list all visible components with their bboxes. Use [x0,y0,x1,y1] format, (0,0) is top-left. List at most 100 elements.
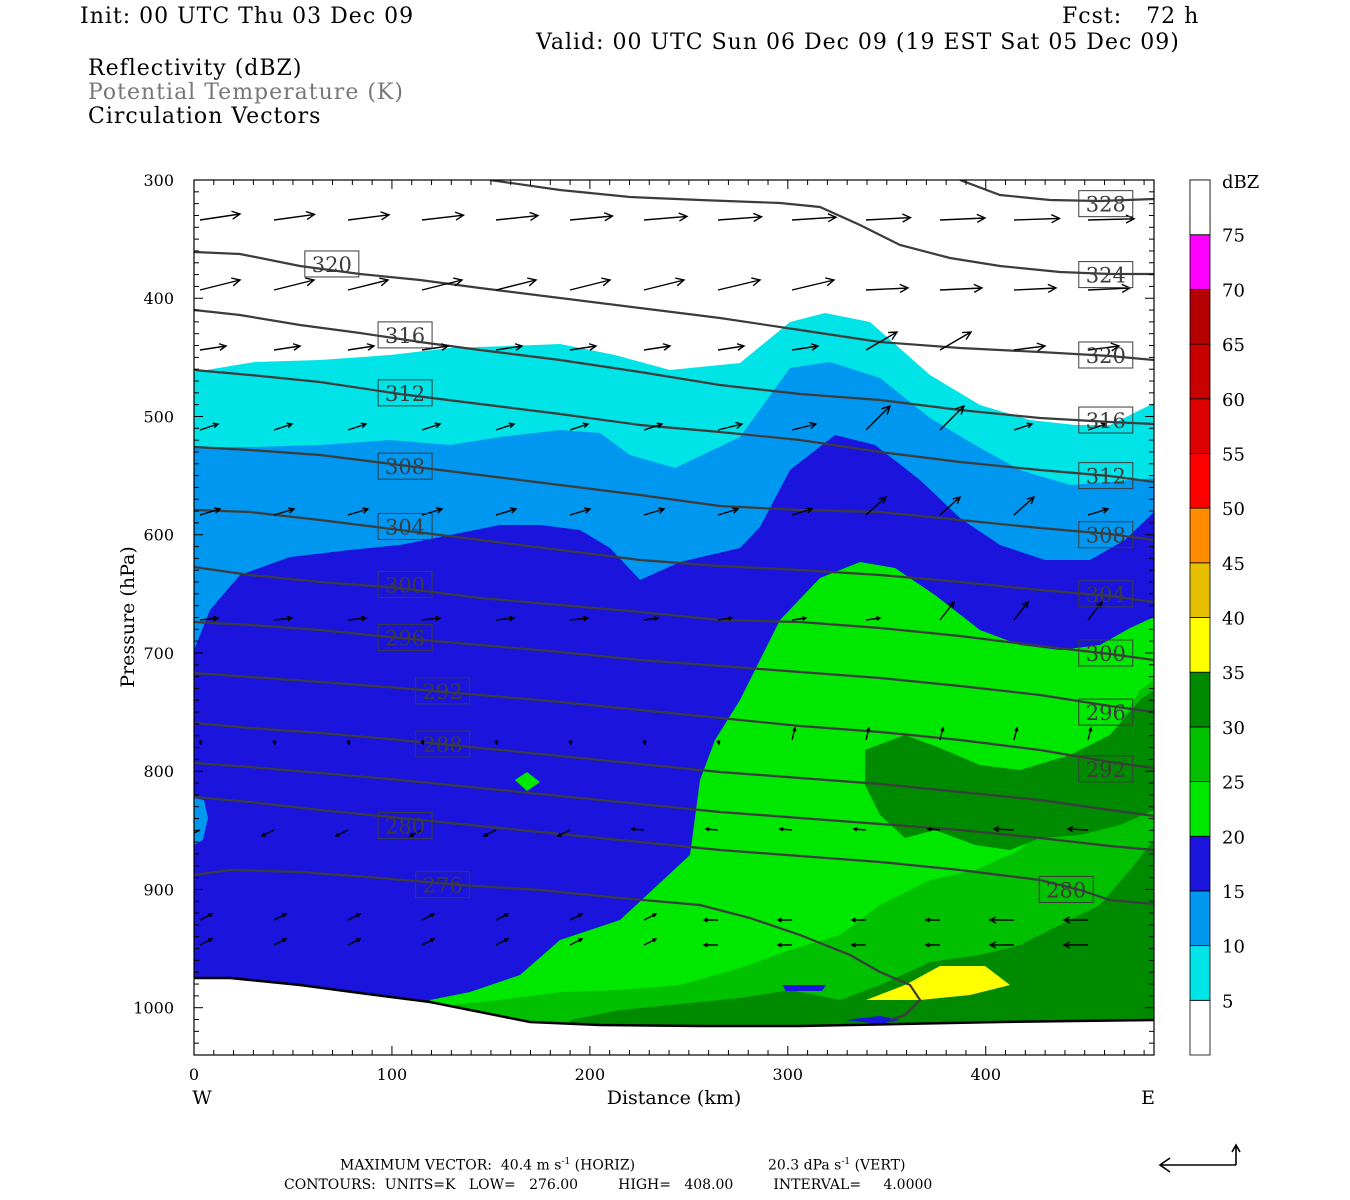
svg-text:288: 288 [423,733,463,757]
circulation-vector [569,507,592,516]
circulation-vector [865,404,892,431]
field-potential-temperature: Potential Temperature (K) [88,80,404,105]
contour-284 [194,761,1154,852]
circulation-vector [569,913,584,921]
svg-text:300: 300 [385,573,425,597]
circulation-vector [852,827,867,832]
circulation-vectors [194,210,1136,949]
circulation-vector [1013,600,1029,621]
x-tick-label: 0 [189,1065,199,1084]
circulation-vector [717,507,740,516]
colorbar-label: 50 [1222,499,1245,520]
contour-304 [194,508,1154,604]
contour-label: 300 [377,570,433,598]
reflectivity-15-patch-low [782,985,826,991]
contour-label: 312 [377,379,433,407]
circulation-vector [347,938,362,946]
circulation-vector [569,938,584,946]
circulation-vector [791,343,820,351]
contour-label: 308 [1078,521,1134,549]
svg-text:304: 304 [385,515,425,539]
circulation-vector [273,615,294,622]
circulation-vector [421,938,436,946]
circulation-vector [273,913,288,921]
reflectivity-25-region [450,680,1154,1040]
circulation-vector [199,615,220,622]
circulation-vector [260,829,275,837]
colorbar-title: dBZ [1222,172,1259,193]
circulation-vector [988,941,1014,949]
colorbar-label: 15 [1222,882,1245,903]
contour-296 [194,620,1154,714]
colorbar-swatch [1189,453,1211,509]
colorbar-swatch [1189,288,1211,345]
contours-info: CONTOURS: UNITS=K LOW= 276.00 HIGH= 408.… [284,1177,933,1193]
circulation-vector [556,829,571,837]
circulation-vector [495,913,510,921]
circulation-vector [421,211,466,221]
circulation-vector [1013,214,1062,224]
svg-text:312: 312 [385,382,425,406]
contour-300 [194,565,1154,662]
reflectivity-35-patch [866,966,1010,1000]
colorbar-label: 5 [1222,991,1233,1012]
circulation-vector [865,495,888,516]
circulation-vector [939,495,962,516]
circulation-vector [569,212,615,222]
colorbar-swatch [1189,179,1211,236]
circulation-vector [776,917,792,923]
svg-text:316: 316 [385,324,425,348]
x-axis-title: Distance (km) [607,1087,742,1109]
colorbar-swatch [1189,234,1211,290]
colorbar-label: 70 [1222,280,1245,301]
contour-label: 296 [1078,698,1134,726]
colorbar-swatch [1189,617,1211,673]
svg-text:308: 308 [385,455,425,479]
circulation-vector [420,739,425,746]
circulation-vector [199,507,222,516]
contour-labels: 328 324 320 320 316 316 312 312 308 308 304 304 300 3… [304,190,1134,903]
circulation-vector [347,211,391,221]
circulation-vector [421,422,442,431]
svg-text:292: 292 [423,680,463,704]
contour-276 [194,868,922,1022]
reflectivity-30-region [570,840,1154,1040]
circulation-vector [791,421,818,431]
contour-label: 312 [1078,462,1134,490]
colorbar-label: 25 [1222,773,1245,794]
y-tick-label: 1000 [133,999,174,1018]
circulation-vector [924,917,940,923]
circulation-vector [643,938,658,946]
circulation-vector [408,829,423,837]
circulation-vector [865,213,913,223]
circulation-vector [1013,342,1047,352]
colorbar-swatch [1189,945,1211,1001]
circulation-vector [334,829,349,837]
circulation-vector [495,507,518,516]
contour-label: 320 [304,250,360,278]
circulation-vector [347,615,368,622]
colorbar-label: 30 [1222,718,1245,739]
circulation-vector [273,422,294,431]
circulation-vector [778,827,793,832]
below-ground [194,978,1154,1055]
contour-288 [194,721,1154,818]
circulation-vector [199,277,242,291]
svg-text:280: 280 [385,815,425,839]
circulation-vector [630,827,645,832]
contour-280 [194,795,1154,906]
contour-324 [489,180,1154,276]
circulation-vector [850,942,866,948]
colorbar: 5 10 15 20 25 30 35 40 45 50 55 60 65 70 75 [1189,179,1245,1056]
circulation-vector [992,826,1015,833]
circulation-vector [939,726,945,741]
circulation-vector [926,827,941,832]
circulation-vector [1062,941,1088,949]
circulation-vector [1087,422,1108,431]
circulation-vector [643,343,672,351]
circulation-vector [421,277,464,291]
circulation-vector [569,343,598,351]
svg-text:324: 324 [1086,264,1126,288]
colorbar-label: 45 [1222,554,1245,575]
contour-label: 304 [1078,580,1134,608]
